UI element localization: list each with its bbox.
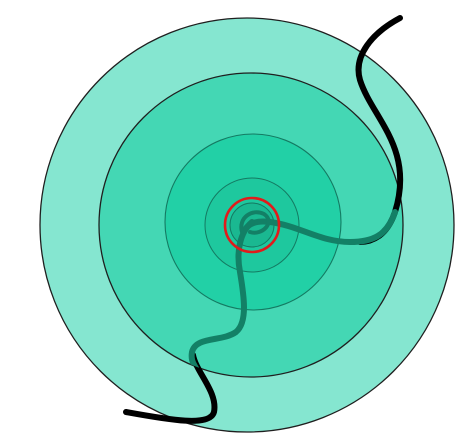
inner-path-group	[188, 209, 398, 371]
center-loop-path	[239, 210, 271, 235]
lower-left-path-outer	[123, 352, 218, 424]
target-marker-circle	[223, 196, 281, 254]
lower-left-path-inner	[188, 219, 255, 371]
